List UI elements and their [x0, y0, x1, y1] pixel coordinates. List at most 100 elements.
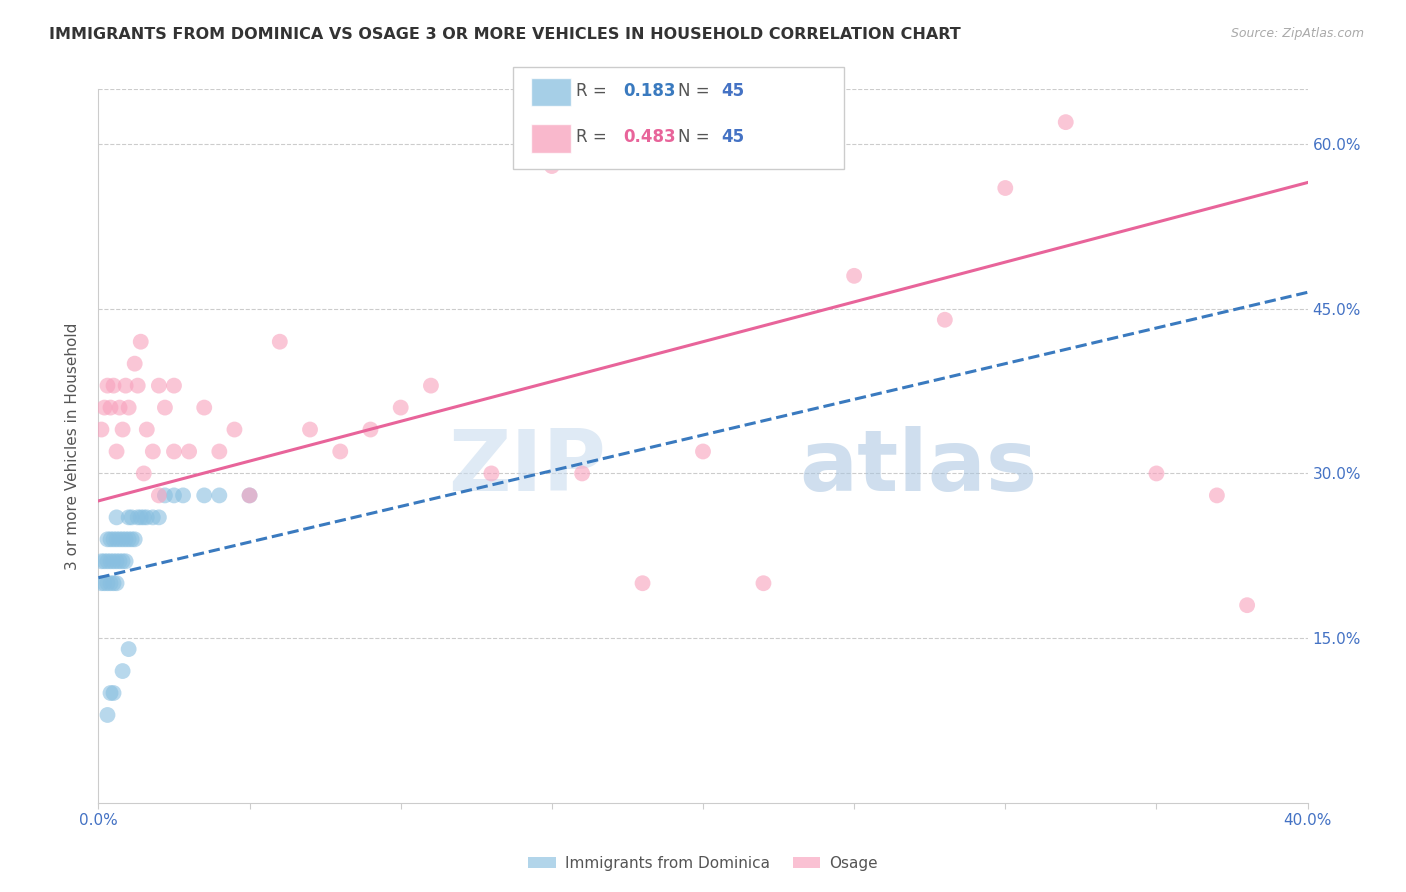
Point: [118, 642, 141, 657]
Point: [114, 554, 136, 568]
Text: 45: 45: [721, 128, 744, 146]
Point: [105, 510, 128, 524]
Point: [481, 467, 503, 481]
Point: [179, 444, 201, 458]
Point: [118, 401, 141, 415]
Point: [208, 488, 231, 502]
Point: [132, 467, 155, 481]
Point: [93, 554, 115, 568]
Point: [142, 510, 165, 524]
Point: [93, 576, 115, 591]
Text: 0.483: 0.483: [623, 128, 675, 146]
Point: [103, 576, 125, 591]
Point: [93, 401, 115, 415]
Point: [163, 488, 186, 502]
Point: [360, 423, 382, 437]
Point: [118, 533, 141, 547]
Point: [96, 554, 118, 568]
Point: [135, 510, 157, 524]
Legend: Immigrants from Dominica, Osage: Immigrants from Dominica, Osage: [522, 850, 884, 877]
Point: [103, 533, 125, 547]
Point: [934, 312, 956, 326]
Point: [111, 664, 134, 678]
Point: [103, 378, 125, 392]
Point: [1144, 467, 1167, 481]
Point: [90, 576, 112, 591]
Point: [111, 423, 134, 437]
Text: 45: 45: [721, 82, 744, 100]
Point: [193, 401, 215, 415]
Point: [105, 444, 128, 458]
Point: [105, 576, 128, 591]
Point: [103, 686, 125, 700]
Point: [153, 488, 176, 502]
Point: [90, 554, 112, 568]
Point: [208, 444, 231, 458]
Point: [752, 576, 775, 591]
Point: [148, 510, 170, 524]
Text: IMMIGRANTS FROM DOMINICA VS OSAGE 3 OR MORE VEHICLES IN HOUSEHOLD CORRELATION CH: IMMIGRANTS FROM DOMINICA VS OSAGE 3 OR M…: [49, 27, 960, 42]
Point: [172, 488, 194, 502]
Point: [571, 467, 593, 481]
Point: [631, 576, 654, 591]
Point: [108, 401, 131, 415]
Point: [100, 686, 122, 700]
Point: [96, 576, 118, 591]
Point: [96, 708, 118, 723]
Point: [124, 357, 146, 371]
Point: [100, 576, 122, 591]
Point: [239, 488, 262, 502]
Point: [90, 423, 112, 437]
Point: [329, 444, 352, 458]
Point: [163, 444, 186, 458]
Point: [100, 401, 122, 415]
Text: 0.183: 0.183: [623, 82, 675, 100]
Point: [148, 488, 170, 502]
Point: [224, 423, 246, 437]
Point: [148, 378, 170, 392]
Point: [1054, 115, 1077, 129]
Point: [389, 401, 412, 415]
Point: [100, 533, 122, 547]
Point: [127, 510, 149, 524]
Text: Source: ZipAtlas.com: Source: ZipAtlas.com: [1230, 27, 1364, 40]
Point: [111, 533, 134, 547]
Point: [111, 554, 134, 568]
Point: [103, 554, 125, 568]
Point: [692, 444, 714, 458]
Point: [96, 378, 118, 392]
Point: [135, 423, 157, 437]
Text: N =: N =: [678, 82, 714, 100]
Point: [108, 554, 131, 568]
Y-axis label: 3 or more Vehicles in Household: 3 or more Vehicles in Household: [65, 322, 80, 570]
Point: [127, 378, 149, 392]
Point: [129, 334, 152, 349]
Point: [105, 554, 128, 568]
Point: [1236, 598, 1258, 612]
Point: [132, 510, 155, 524]
Text: N =: N =: [678, 128, 714, 146]
Point: [269, 334, 291, 349]
Point: [994, 181, 1017, 195]
Point: [540, 159, 562, 173]
Point: [153, 401, 176, 415]
Point: [129, 510, 152, 524]
Text: R =: R =: [576, 82, 613, 100]
Point: [239, 488, 262, 502]
Point: [299, 423, 322, 437]
Point: [193, 488, 215, 502]
Text: ZIP: ZIP: [449, 425, 606, 509]
Point: [100, 554, 122, 568]
Point: [114, 378, 136, 392]
Point: [163, 378, 186, 392]
Point: [105, 533, 128, 547]
Point: [114, 533, 136, 547]
Point: [118, 510, 141, 524]
Point: [124, 533, 146, 547]
Text: R =: R =: [576, 128, 613, 146]
Point: [1206, 488, 1229, 502]
Text: atlas: atlas: [800, 425, 1038, 509]
Point: [121, 533, 143, 547]
Point: [142, 444, 165, 458]
Point: [121, 510, 143, 524]
